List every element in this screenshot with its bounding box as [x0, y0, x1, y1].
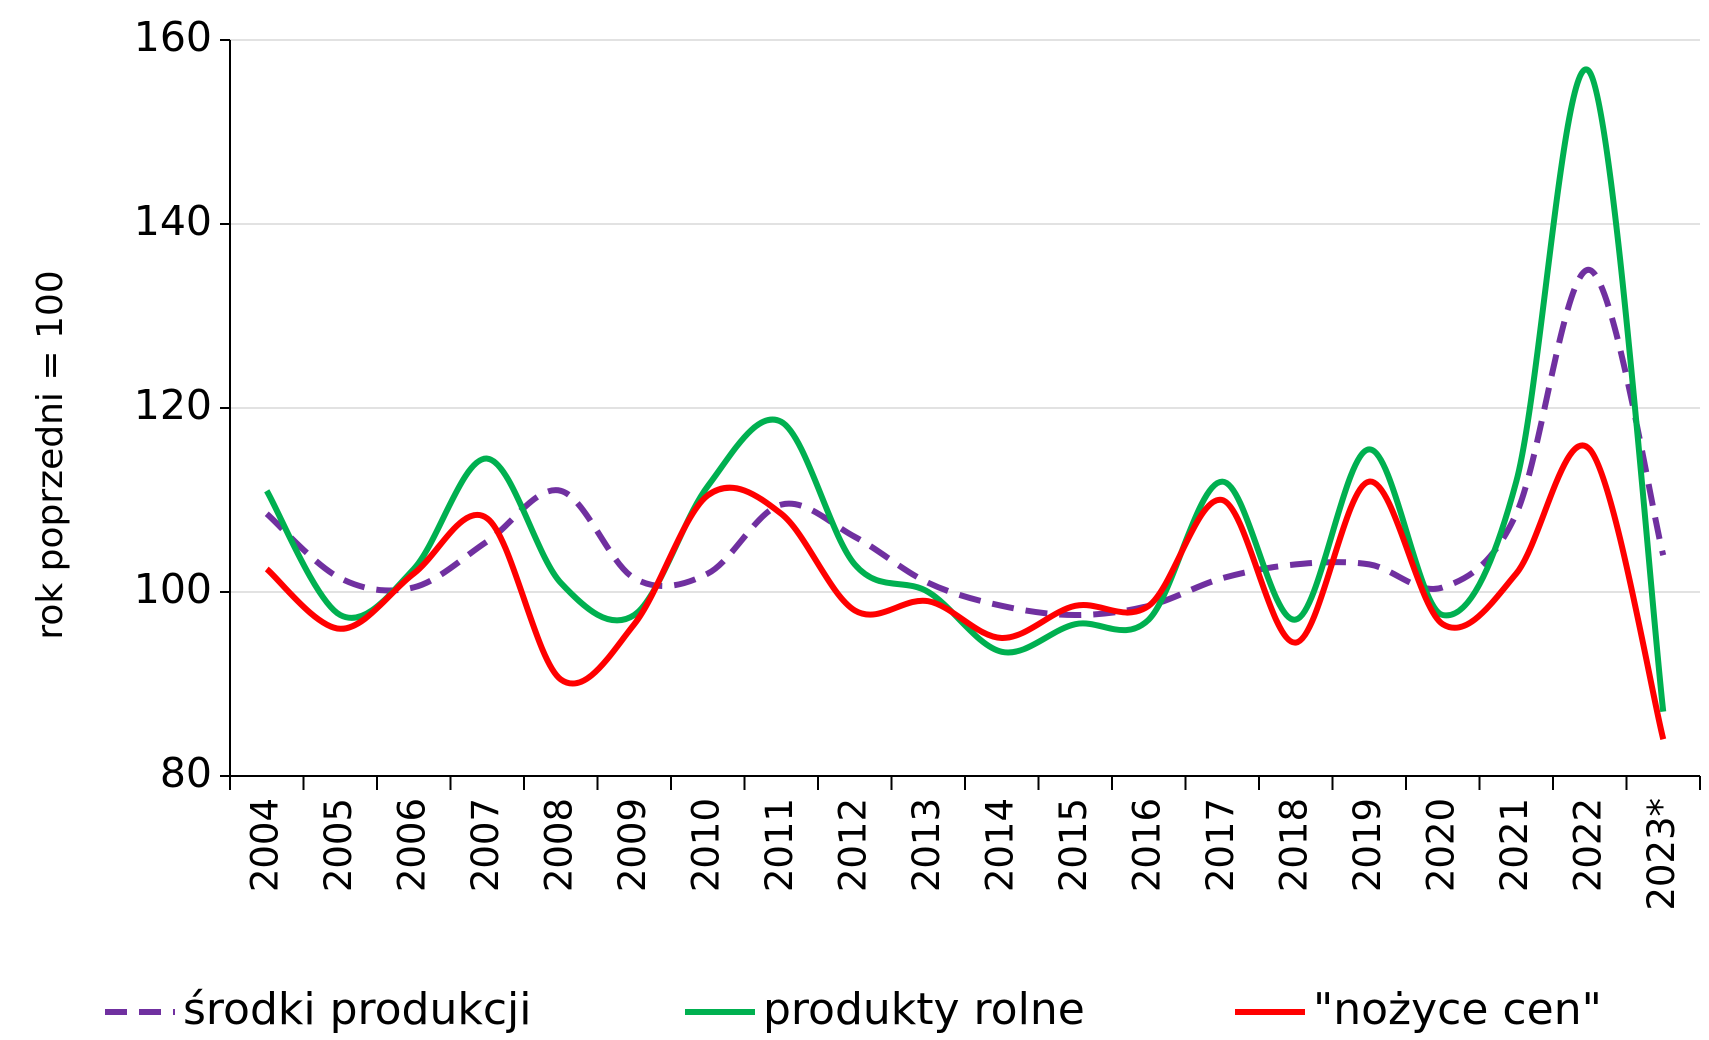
y-tick-label: 80: [160, 749, 212, 797]
x-tick-label: 2004: [243, 798, 286, 892]
y-tick-label: 100: [134, 565, 212, 613]
x-tick-label: 2012: [831, 798, 874, 892]
x-tick-label: 2010: [684, 798, 727, 892]
x-tick-label: 2020: [1419, 798, 1462, 892]
line-series: [264, 442, 1667, 740]
y-tick-label: 160: [134, 13, 212, 61]
x-tick-label: 2013: [905, 798, 948, 892]
x-tick-label: 2021: [1493, 798, 1536, 892]
y-tick-label: 120: [134, 381, 212, 429]
legend-label: środki produkcji: [183, 984, 532, 1035]
x-tick-label: 2015: [1052, 798, 1095, 892]
line-series: [264, 267, 1667, 618]
x-tick-label: 2017: [1199, 798, 1242, 892]
x-tick-label: 2018: [1272, 798, 1315, 892]
x-tick-label: 2011: [758, 798, 801, 892]
x-tick-label: 2009: [611, 798, 654, 892]
x-tick-label: 2008: [537, 798, 580, 892]
line-series: [264, 66, 1667, 712]
y-axis-title: rok poprzedni = 100: [30, 270, 71, 639]
y-tick-label: 140: [134, 197, 212, 245]
x-tick-label: 2022: [1566, 798, 1609, 892]
x-tick-label: 2005: [317, 798, 360, 892]
x-tick-label: 2016: [1125, 798, 1168, 892]
x-tick-label: 2019: [1346, 798, 1389, 892]
legend-label: "nożyce cen": [1313, 984, 1602, 1035]
x-tick-label: 2007: [464, 798, 507, 892]
legend-label: produkty rolne: [763, 984, 1085, 1035]
x-tick-label: 2014: [978, 798, 1021, 892]
x-tick-label: 2023*: [1640, 798, 1683, 911]
x-tick-label: 2006: [390, 798, 433, 892]
